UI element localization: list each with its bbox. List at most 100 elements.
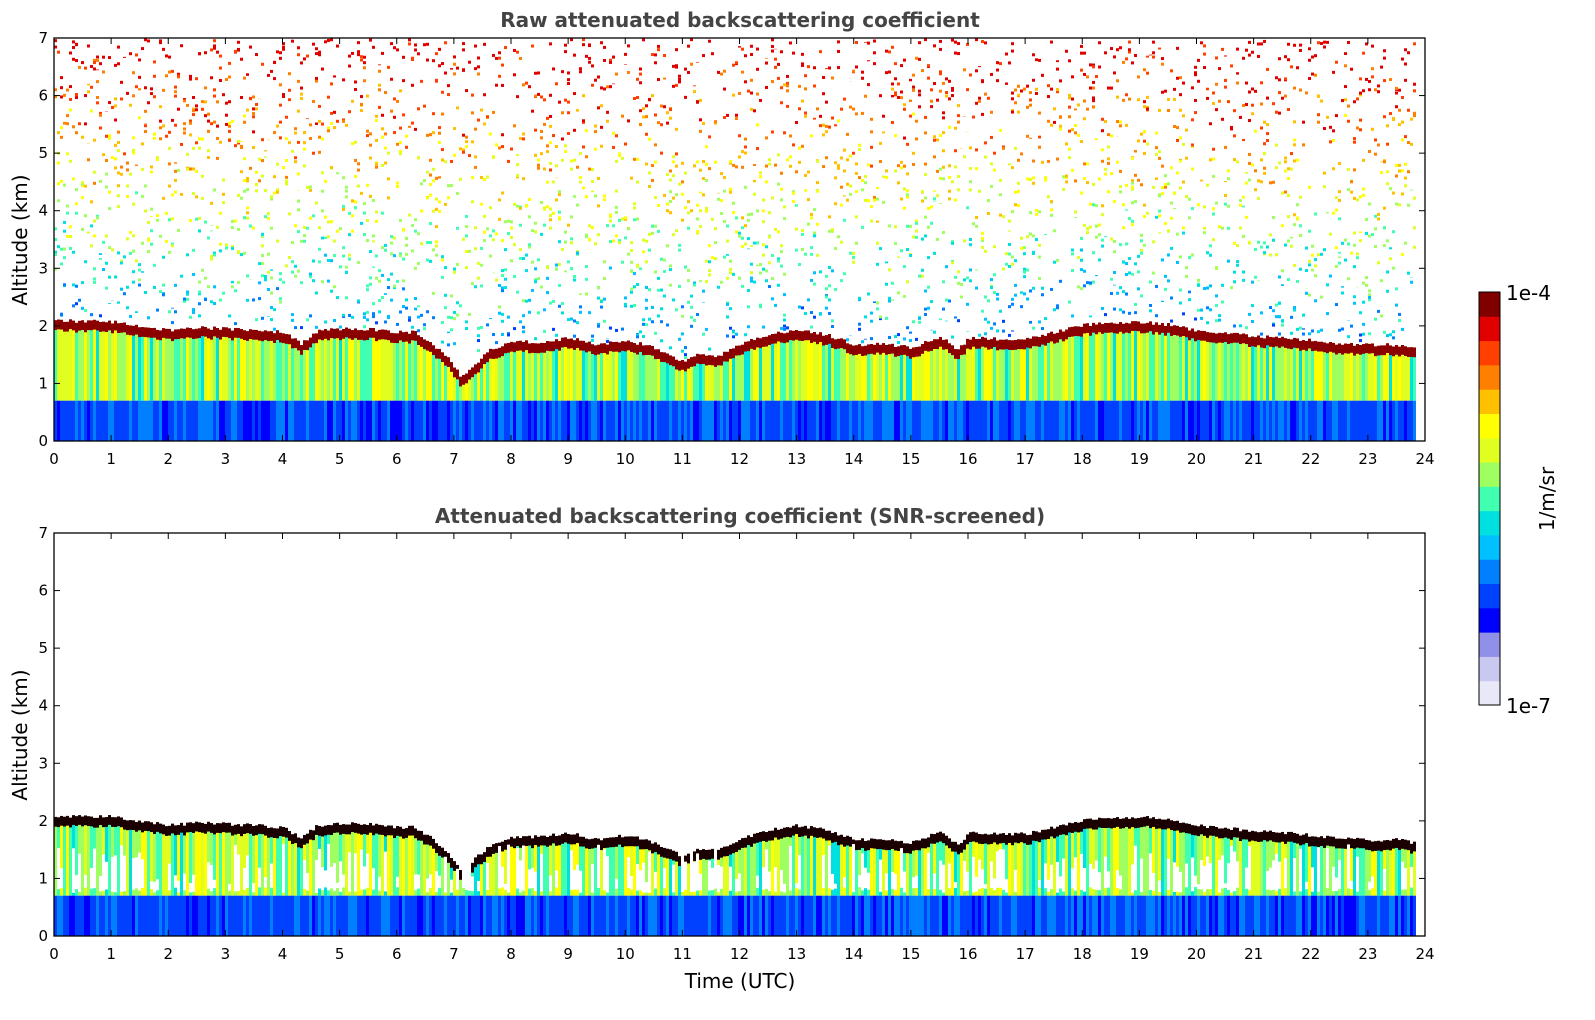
heatmap-cell (834, 400, 837, 441)
heatmap-cell (399, 141, 402, 145)
heatmap-cell (807, 236, 810, 240)
heatmap-cell (195, 321, 198, 325)
heatmap-cell (801, 99, 804, 103)
heatmap-cell (762, 264, 765, 268)
heatmap-cell (462, 133, 465, 137)
heatmap-cell (306, 54, 309, 58)
heatmap-cell (597, 344, 600, 355)
heatmap-cell (630, 202, 633, 206)
heatmap-cell (321, 239, 324, 243)
heatmap-cell (435, 348, 438, 359)
heatmap-cell (417, 315, 420, 319)
heatmap-cell (546, 291, 549, 295)
heatmap-cell (789, 256, 792, 260)
heatmap-cell (117, 45, 120, 49)
heatmap-cell (867, 116, 870, 120)
heatmap-cell (252, 298, 255, 302)
heatmap-cell (861, 125, 864, 129)
heatmap-cell (243, 216, 246, 220)
heatmap-cell (828, 298, 831, 302)
heatmap-cell (681, 305, 684, 309)
heatmap-cell (729, 190, 732, 194)
heatmap-cell (618, 400, 621, 441)
heatmap-cell (750, 339, 753, 349)
heatmap-cell (780, 400, 783, 441)
heatmap-cell (447, 361, 450, 401)
heatmap-cell (624, 400, 627, 441)
heatmap-cell (276, 117, 279, 121)
heatmap-cell (225, 293, 228, 297)
heatmap-cell (348, 328, 351, 339)
heatmap-cell (933, 197, 936, 201)
heatmap-cell (165, 134, 168, 138)
heatmap-cell (873, 301, 876, 305)
heatmap-cell (60, 179, 63, 183)
heatmap-cell (825, 287, 828, 291)
heatmap-cell (129, 230, 132, 234)
heatmap-cell (351, 315, 354, 319)
heatmap-cell (696, 230, 699, 234)
heatmap-cell (687, 289, 690, 293)
heatmap-cell (477, 349, 480, 353)
heatmap-cell (591, 334, 594, 338)
heatmap-cell (243, 330, 246, 340)
heatmap-cell (318, 95, 321, 99)
heatmap-cell (123, 97, 126, 101)
heatmap-cell (822, 75, 825, 79)
heatmap-cell (699, 224, 702, 228)
heatmap-cell (819, 82, 822, 86)
heatmap-cell (327, 295, 330, 299)
heatmap-cell (216, 245, 219, 249)
heatmap-cell (570, 241, 573, 245)
heatmap-cell (792, 334, 795, 401)
heatmap-cell (267, 230, 270, 234)
heatmap-cell (393, 320, 396, 324)
heatmap-cell (813, 234, 816, 238)
heatmap-cell (294, 342, 297, 401)
heatmap-cell (582, 344, 585, 401)
heatmap-cell (735, 349, 738, 401)
heatmap-cell (750, 343, 753, 401)
heatmap-cell (363, 214, 366, 218)
heatmap-cell (216, 111, 219, 115)
heatmap-cell (648, 400, 651, 441)
heatmap-cell (480, 121, 483, 125)
heatmap-cell (648, 288, 651, 292)
heatmap-cell (519, 275, 522, 279)
heatmap-cell (432, 211, 435, 215)
heatmap-cell (777, 259, 780, 263)
heatmap-cell (318, 260, 321, 264)
heatmap-cell (855, 281, 858, 285)
heatmap-cell (162, 293, 165, 297)
heatmap-cell (423, 323, 426, 327)
heatmap-cell (930, 321, 933, 325)
heatmap-cell (234, 152, 237, 156)
heatmap-cell (543, 91, 546, 95)
heatmap-cell (87, 90, 90, 94)
heatmap-cell (657, 229, 660, 233)
heatmap-cell (780, 198, 783, 202)
heatmap-cell (516, 190, 519, 194)
heatmap-cell (885, 282, 888, 286)
heatmap-cell (363, 315, 366, 319)
heatmap-cell (300, 86, 303, 90)
heatmap-cell (600, 86, 603, 90)
heatmap-cell (696, 59, 699, 63)
heatmap-cell (501, 145, 504, 149)
heatmap-cell (669, 116, 672, 120)
heatmap-cell (408, 200, 411, 204)
heatmap-cell (57, 137, 60, 141)
heatmap-cell (714, 241, 717, 245)
heatmap-cell (489, 254, 492, 258)
heatmap-cell (885, 90, 888, 94)
heatmap-cell (720, 117, 723, 121)
heatmap-cell (438, 352, 441, 401)
heatmap-cell (291, 172, 294, 176)
heatmap-cell (90, 140, 93, 144)
heatmap-cell (351, 49, 354, 53)
heatmap-cell (888, 335, 891, 339)
heatmap-cell (678, 360, 681, 371)
heatmap-cell (342, 254, 345, 258)
heatmap-cell (333, 318, 336, 322)
heatmap-cell (813, 336, 816, 401)
